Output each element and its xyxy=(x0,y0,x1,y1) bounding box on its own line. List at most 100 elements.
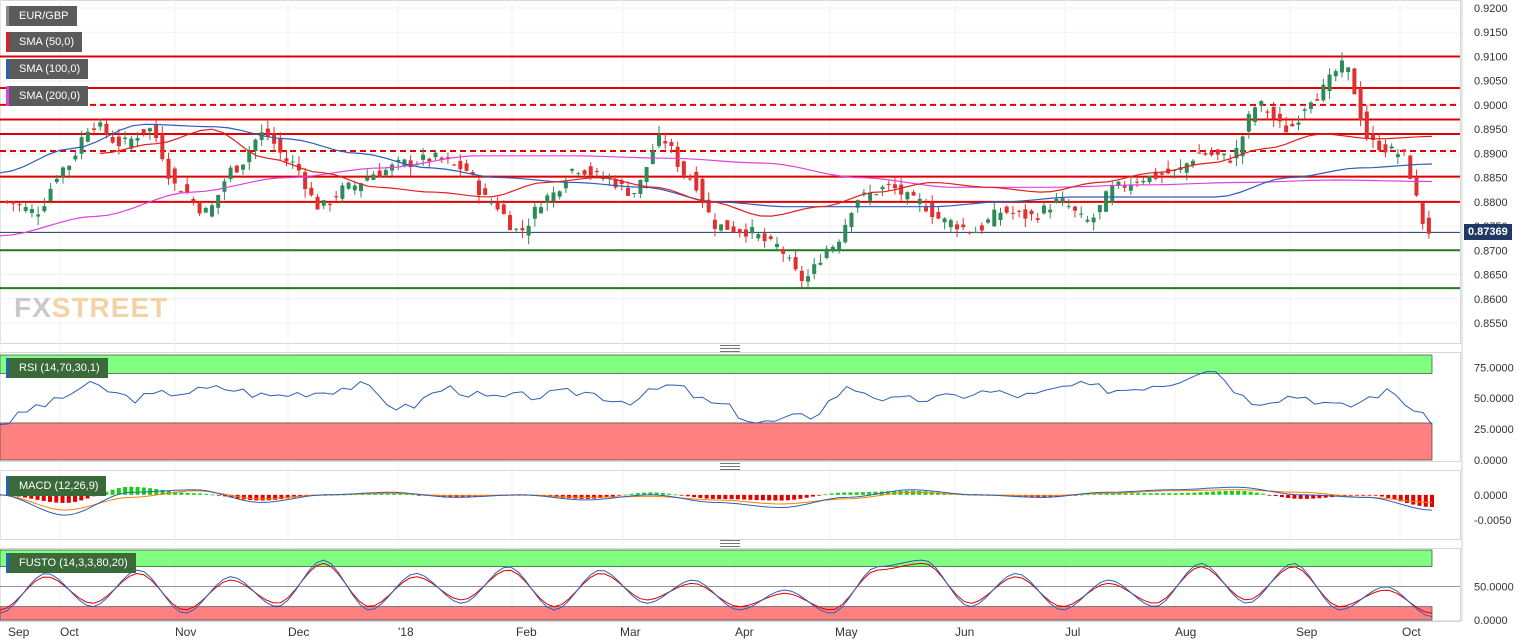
candle-body xyxy=(458,160,463,170)
candle-body xyxy=(849,213,854,228)
candle-body xyxy=(700,178,705,202)
time-axis-label: Aug xyxy=(1175,625,1196,639)
sma50-label[interactable]: SMA (50,0) xyxy=(6,32,83,52)
macd-histogram-bar xyxy=(129,486,134,495)
price-axis-label: 0.8900 xyxy=(1474,148,1508,160)
candle-body xyxy=(483,188,488,195)
macd-histogram-bar xyxy=(710,494,715,499)
price-axis-label: 0.9000 xyxy=(1474,100,1508,112)
candle-body xyxy=(1259,101,1264,106)
instrument-label[interactable]: EUR/GBP xyxy=(6,6,77,26)
candle-body xyxy=(942,218,947,223)
candle-body xyxy=(1066,206,1071,208)
sma200-label[interactable]: SMA (200,0) xyxy=(6,86,89,106)
candle-body xyxy=(42,206,47,212)
candle-body xyxy=(98,122,103,127)
candle-body xyxy=(967,232,972,234)
rsi-label[interactable]: RSI (14,70,30,1) xyxy=(6,358,108,378)
pane-resize-handle[interactable] xyxy=(720,345,740,352)
candle-body xyxy=(1265,111,1270,113)
candle-body xyxy=(557,191,562,197)
candle-body xyxy=(1402,149,1407,152)
macd-histogram-bar xyxy=(1198,492,1203,495)
candle-body xyxy=(408,160,413,168)
candle-body xyxy=(601,177,606,180)
macd-histogram-bar xyxy=(1379,494,1384,497)
macd-histogram-bar xyxy=(1354,494,1359,496)
candle-body xyxy=(762,233,767,242)
candle-body xyxy=(85,131,90,142)
candle-body xyxy=(787,257,792,259)
candle-body xyxy=(892,184,897,189)
candle-body xyxy=(278,137,283,153)
fusto-oversold-zone xyxy=(0,606,1433,621)
macd-histogram-bar xyxy=(54,494,59,503)
macd-histogram-bar xyxy=(141,487,146,495)
candle-body xyxy=(1333,71,1338,77)
candle-body xyxy=(1197,152,1202,154)
candle-body xyxy=(992,209,997,227)
macd-histogram-bar xyxy=(717,494,722,499)
price-axis-label: 0.8850 xyxy=(1474,173,1508,185)
macd-histogram-bar xyxy=(135,486,140,495)
candle-body xyxy=(427,158,432,162)
price-axis-label: 0.8600 xyxy=(1474,294,1508,306)
candle-body xyxy=(923,205,928,212)
candle-body xyxy=(5,201,10,203)
macd-histogram-bar xyxy=(210,494,215,496)
candle-body xyxy=(185,184,190,194)
time-axis-label: May xyxy=(835,625,858,639)
candle-body xyxy=(197,202,202,214)
candle-body xyxy=(936,212,941,219)
candle-body xyxy=(1035,218,1040,220)
candle-body xyxy=(1290,123,1295,127)
macd-label[interactable]: MACD (12,26,9) xyxy=(6,476,107,496)
candle-body xyxy=(1420,203,1425,224)
candle-body xyxy=(706,199,711,213)
candle-body xyxy=(1159,173,1164,175)
sma50-line xyxy=(99,128,1433,217)
candle-body xyxy=(855,200,860,208)
candle-body xyxy=(222,181,227,192)
candle-body xyxy=(508,215,513,231)
fusto-label[interactable]: FUSTO (14,3,3,80,20) xyxy=(6,553,136,573)
macd-histogram-bar xyxy=(648,492,653,495)
candle-body xyxy=(60,167,65,177)
macd-histogram-bar xyxy=(1098,493,1103,495)
candle-body xyxy=(1085,219,1090,222)
candle-body xyxy=(930,202,935,218)
pane-resize-handle[interactable] xyxy=(720,463,740,470)
candle-body xyxy=(1277,113,1282,122)
macd-histogram-bar xyxy=(792,494,797,500)
candle-body xyxy=(576,173,581,175)
price-axis-label: 0.8650 xyxy=(1474,270,1508,282)
macd-histogram-bar xyxy=(1392,494,1397,500)
candle-body xyxy=(396,159,401,162)
macd-histogram-bar xyxy=(154,489,159,495)
rsi-axis-label: 75.0000 xyxy=(1474,362,1514,374)
macd-histogram-bar xyxy=(1161,493,1166,495)
time-axis-label: Oct xyxy=(1402,625,1421,639)
candle-body xyxy=(1377,140,1382,151)
candle-body xyxy=(514,228,519,230)
candle-body xyxy=(725,220,730,230)
pane-resize-handle[interactable] xyxy=(720,540,740,547)
candle-body xyxy=(520,228,525,231)
macd-histogram-bar xyxy=(748,494,753,500)
macd-axis-label: 0.0000 xyxy=(1474,490,1508,502)
sma100-label[interactable]: SMA (100,0) xyxy=(6,59,89,79)
macd-histogram-bar xyxy=(1211,491,1216,495)
macd-histogram-bar xyxy=(404,493,409,495)
macd-histogram-bar xyxy=(1229,490,1234,495)
candle-body xyxy=(135,138,140,141)
candle-body xyxy=(371,174,376,180)
candle-body xyxy=(476,180,481,196)
candle-body xyxy=(837,241,842,250)
candle-body xyxy=(532,206,537,219)
time-axis-label: Feb xyxy=(516,625,537,639)
candle-body xyxy=(650,150,655,164)
macd-histogram-bar xyxy=(1167,493,1172,495)
candle-body xyxy=(1358,87,1363,121)
